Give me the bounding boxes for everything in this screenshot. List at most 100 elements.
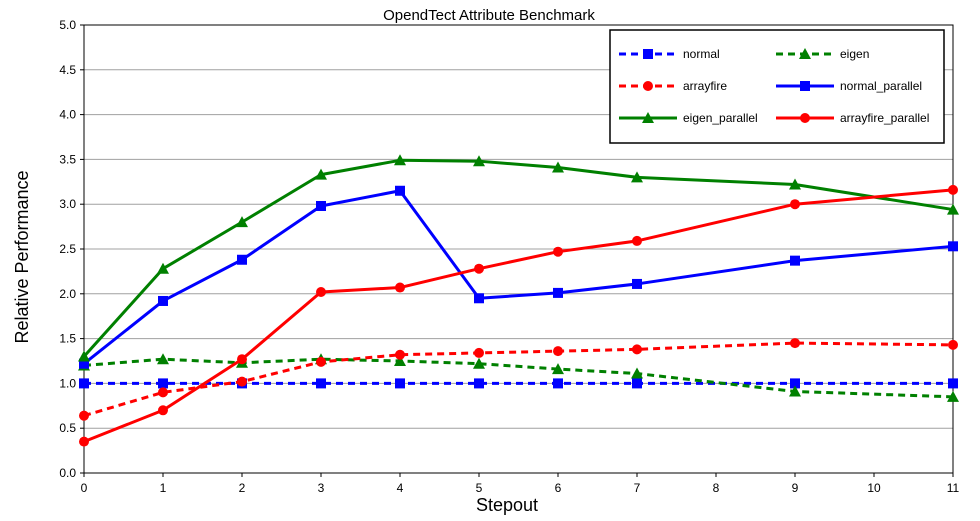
x-tick-label: 6 [555, 481, 562, 495]
data-point-arrayfire [395, 349, 405, 360]
data-point-arrayfire_parallel [237, 354, 247, 365]
x-tick-label: 3 [318, 481, 325, 495]
y-tick-label: 5.0 [59, 18, 76, 32]
series-line-normal_parallel [83, 189, 954, 365]
series-arrayfire_parallel [79, 184, 958, 447]
data-point-normal [316, 378, 326, 389]
data-point-eigen [157, 353, 169, 365]
series-arrayfire [79, 338, 958, 421]
x-tick-label: 0 [81, 481, 88, 495]
data-point-arrayfire_parallel [948, 184, 958, 195]
y-tick-label: 3.5 [59, 152, 76, 166]
data-point-eigen_parallel [552, 161, 564, 173]
data-point-eigen [552, 363, 564, 375]
y-tick-label: 0.5 [59, 421, 76, 435]
data-point-eigen_parallel [394, 154, 406, 166]
legend-item-arrayfire: arrayfire [619, 79, 727, 93]
x-axis: 0 1 2 3 4 5 6 7 8 9 10 11 [81, 473, 960, 495]
series-eigen [78, 353, 959, 402]
data-point-eigen [947, 390, 959, 402]
data-point-arrayfire [79, 410, 89, 421]
y-tick-label: 1.0 [59, 376, 76, 390]
data-point-eigen_parallel [157, 262, 169, 274]
data-point-arrayfire_parallel [79, 436, 89, 447]
data-point-normal_parallel [395, 185, 405, 196]
x-axis-title: Stepout [476, 495, 538, 515]
data-point-arrayfire [632, 344, 642, 355]
data-point-normal [790, 378, 800, 389]
data-point-normal [474, 378, 484, 389]
x-tick-label: 2 [239, 481, 246, 495]
data-point-arrayfire [948, 339, 958, 350]
series-eigen_parallel [78, 154, 959, 362]
x-tick-label: 5 [476, 481, 483, 495]
data-point-arrayfire [237, 376, 247, 387]
series-line-arrayfire_parallel [83, 188, 954, 444]
data-point-eigen [789, 385, 801, 397]
x-tick-label: 4 [397, 481, 404, 495]
legend-marker [642, 112, 654, 123]
y-axis: 0.0 0.5 1.0 1.5 2.0 2.5 3.0 3.5 4.0 4.5 5.0 [59, 18, 84, 480]
legend-marker [800, 81, 810, 91]
data-point-normal_parallel [474, 293, 484, 304]
x-tick-label: 1 [160, 481, 167, 495]
data-point-normal_parallel [158, 295, 168, 306]
legend: normal eigen arrayfire normal_paralleleigen… [609, 29, 945, 144]
data-point-eigen_parallel [78, 350, 90, 362]
data-point-eigen_parallel [473, 155, 485, 167]
legend-label: normal [683, 47, 720, 61]
data-point-normal [553, 378, 563, 389]
data-point-eigen [473, 357, 485, 369]
legend-item-normal: normal [619, 47, 720, 61]
y-tick-label: 1.5 [59, 332, 76, 346]
legend-marker [799, 48, 811, 59]
data-point-eigen_parallel [236, 216, 248, 228]
legend-label: normal_parallel [840, 79, 922, 93]
data-point-normal [948, 378, 958, 389]
legend-marker [800, 113, 810, 123]
y-axis-title: Relative Performance [12, 170, 32, 343]
data-point-normal [632, 378, 642, 389]
data-point-normal_parallel [948, 241, 958, 252]
data-point-arrayfire_parallel [158, 405, 168, 416]
data-point-eigen [394, 355, 406, 366]
data-point-arrayfire_parallel [790, 199, 800, 210]
y-tick-label: 0.0 [59, 466, 76, 480]
series-line-arrayfire [83, 341, 954, 418]
legend-label: eigen [840, 47, 869, 61]
y-tick-label: 2.0 [59, 287, 76, 301]
legend-label: eigen_parallel [683, 111, 758, 125]
legend-item-arrayfire_parallel: arrayfire_parallel [776, 111, 929, 125]
series-group [78, 154, 959, 447]
y-tick-label: 3.0 [59, 197, 76, 211]
data-point-normal [395, 378, 405, 389]
data-point-normal_parallel [316, 200, 326, 211]
x-tick-label: 8 [713, 481, 720, 495]
data-point-arrayfire_parallel [316, 287, 326, 298]
data-point-normal_parallel [553, 287, 563, 298]
data-point-eigen [631, 367, 643, 379]
data-point-arrayfire [158, 387, 168, 398]
data-point-normal_parallel [237, 254, 247, 265]
x-tick-label: 9 [792, 481, 799, 495]
legend-label: arrayfire [683, 79, 727, 93]
chart-title: OpendTect Attribute Benchmark [383, 7, 595, 24]
data-point-arrayfire [790, 338, 800, 349]
data-point-arrayfire [474, 347, 484, 358]
series-line-eigen_parallel [82, 158, 954, 358]
data-point-eigen_parallel [947, 203, 959, 215]
legend-item-eigen_parallel: eigen_parallel [619, 111, 758, 125]
x-tick-label: 10 [867, 481, 881, 495]
x-tick-label: 11 [947, 481, 960, 495]
y-tick-label: 4.5 [59, 63, 76, 77]
data-point-normal [79, 378, 89, 389]
y-tick-label: 4.0 [59, 108, 76, 122]
data-point-arrayfire_parallel [474, 263, 484, 274]
data-point-eigen_parallel [789, 178, 801, 190]
legend-marker [643, 81, 653, 91]
legend-marker [643, 49, 653, 59]
data-point-arrayfire_parallel [395, 282, 405, 293]
data-point-normal_parallel [79, 358, 89, 369]
data-point-arrayfire [316, 356, 326, 367]
